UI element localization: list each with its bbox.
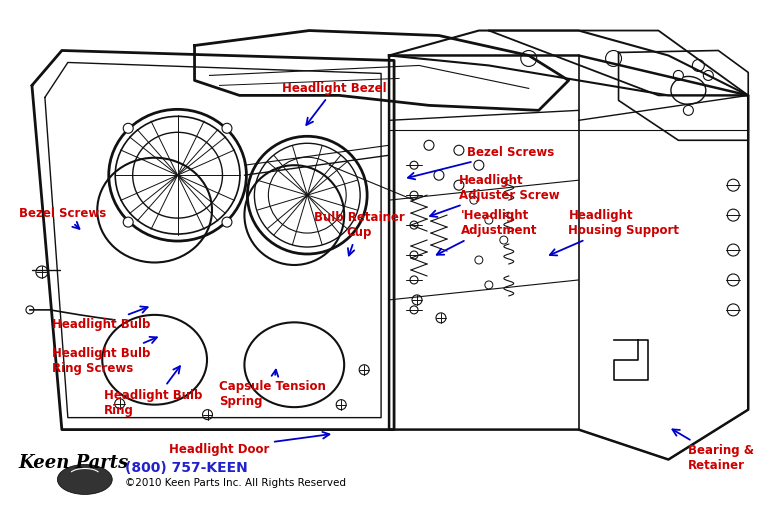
Text: 'Headlight
Adjustment: 'Headlight Adjustment (437, 209, 537, 255)
Text: Keen Parts: Keen Parts (18, 453, 129, 471)
Text: (800) 757-KEEN: (800) 757-KEEN (125, 462, 247, 476)
Text: Headlight
Housing Support: Headlight Housing Support (550, 209, 679, 255)
Text: Bezel Screws: Bezel Screws (408, 146, 554, 179)
Circle shape (728, 209, 739, 221)
Circle shape (728, 244, 739, 256)
Circle shape (410, 191, 418, 199)
Circle shape (728, 179, 739, 191)
Circle shape (115, 399, 125, 409)
Circle shape (412, 295, 422, 305)
Ellipse shape (57, 465, 112, 495)
Text: ©2010 Keen Parts Inc. All Rights Reserved: ©2010 Keen Parts Inc. All Rights Reserve… (125, 479, 346, 488)
Circle shape (434, 170, 444, 180)
Circle shape (36, 266, 48, 278)
Circle shape (424, 140, 434, 150)
Circle shape (410, 276, 418, 284)
Circle shape (410, 251, 418, 259)
Circle shape (454, 145, 464, 155)
Circle shape (410, 306, 418, 314)
Circle shape (336, 400, 346, 410)
Circle shape (703, 70, 713, 80)
Circle shape (474, 160, 484, 170)
Circle shape (222, 123, 232, 133)
Circle shape (203, 410, 213, 420)
Text: Bearing &
Retainer: Bearing & Retainer (672, 429, 754, 472)
Circle shape (674, 70, 684, 80)
Circle shape (359, 365, 369, 375)
Circle shape (605, 50, 621, 66)
Text: Headlight Bezel: Headlight Bezel (282, 82, 387, 125)
Circle shape (485, 281, 493, 289)
Text: Capsule Tension
Spring: Capsule Tension Spring (219, 370, 326, 408)
Text: Headlight Bulb
Ring Screws: Headlight Bulb Ring Screws (52, 337, 157, 375)
Text: Headlight Bulb
Ring: Headlight Bulb Ring (104, 366, 202, 416)
Circle shape (123, 123, 133, 133)
Circle shape (521, 50, 537, 66)
Circle shape (692, 60, 705, 71)
Circle shape (485, 216, 493, 224)
Circle shape (26, 306, 34, 314)
Circle shape (475, 256, 483, 264)
Circle shape (454, 180, 464, 190)
Circle shape (436, 313, 446, 323)
Circle shape (728, 274, 739, 286)
Text: Headlight Door: Headlight Door (169, 432, 330, 456)
Text: Headlight Bulb: Headlight Bulb (52, 307, 151, 331)
Circle shape (500, 236, 507, 244)
Text: Bulb Retainer
Cup: Bulb Retainer Cup (314, 211, 405, 255)
Text: Bezel Screws: Bezel Screws (19, 207, 106, 229)
Circle shape (222, 217, 232, 227)
Circle shape (728, 304, 739, 316)
Circle shape (684, 105, 693, 116)
Circle shape (123, 217, 133, 227)
Circle shape (470, 196, 478, 204)
Circle shape (410, 221, 418, 229)
Text: Headlight
Adjuster Screw: Headlight Adjuster Screw (430, 174, 560, 217)
Circle shape (410, 161, 418, 169)
